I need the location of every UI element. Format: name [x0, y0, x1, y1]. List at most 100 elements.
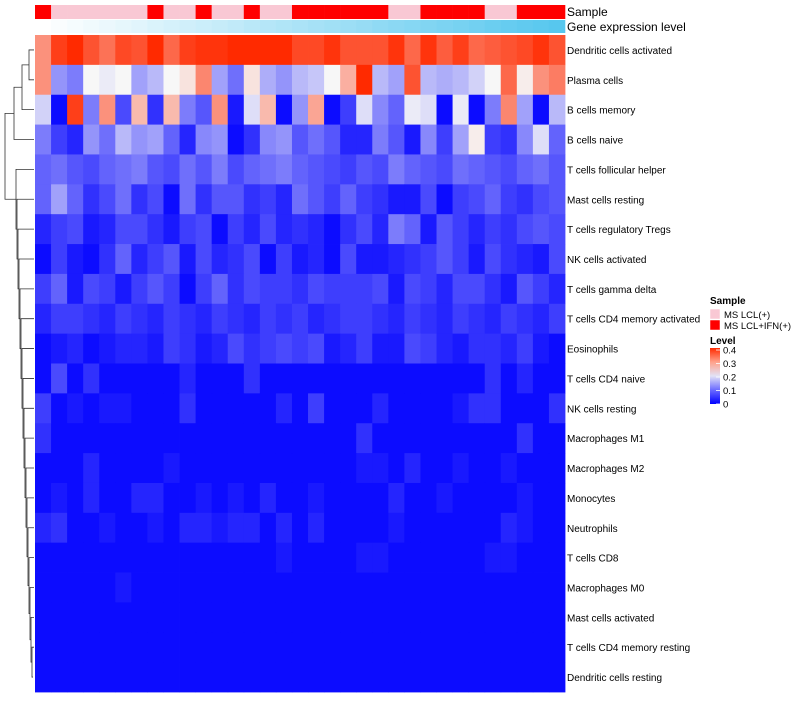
- heatmap-cell: [99, 572, 116, 603]
- row-label: T cells gamma delta: [567, 285, 657, 296]
- heatmap-cell: [548, 333, 566, 364]
- heatmap-cell: [83, 184, 100, 215]
- heatmap-cell: [340, 363, 357, 394]
- heatmap-cell: [227, 662, 245, 693]
- heatmap-cell: [468, 273, 486, 305]
- heatmap-cell: [548, 154, 566, 185]
- heatmap-cell: [259, 124, 277, 155]
- heatmap-cell: [83, 333, 100, 364]
- heatmap-cell: [259, 572, 277, 603]
- heatmap-cell: [436, 154, 453, 185]
- heatmap-cell: [243, 423, 261, 454]
- heatmap-cell: [195, 124, 213, 155]
- heatmap-cell: [147, 662, 164, 693]
- heatmap-cell: [179, 423, 197, 454]
- heatmap-cell: [131, 662, 148, 693]
- heatmap-cell: [452, 273, 470, 305]
- heatmap-cell: [484, 512, 502, 544]
- row-label: Plasma cells: [567, 76, 623, 87]
- heatmap-cell: [259, 35, 277, 66]
- heatmap-cell: [51, 572, 68, 603]
- sample-annotation-cell: [35, 5, 52, 19]
- row-label: NK cells activated: [567, 255, 646, 266]
- heatmap-cell: [548, 482, 566, 514]
- heatmap-cell: [404, 482, 421, 514]
- heatmap-cell: [340, 35, 357, 66]
- heatmap-cell: [243, 184, 261, 215]
- sample-annotation-cell: [468, 5, 485, 19]
- sample-annotation-cell: [516, 5, 534, 19]
- heatmap-cell: [436, 214, 453, 245]
- heatmap-cell: [452, 124, 470, 155]
- heatmap-cell: [436, 184, 453, 215]
- heatmap-cell: [259, 154, 277, 185]
- heatmap-cell: [163, 333, 180, 364]
- heatmap-cell: [83, 602, 100, 633]
- row-label: Neutrophils: [567, 524, 618, 535]
- row-label: Dendritic cells resting: [567, 673, 662, 684]
- row-label: NK cells resting: [567, 404, 636, 415]
- heatmap-cell: [436, 662, 453, 693]
- heatmap-cell: [211, 273, 229, 305]
- heatmap-cell: [388, 244, 405, 275]
- heatmap-cell: [500, 303, 518, 335]
- heatmap-cell: [308, 542, 325, 573]
- heatmap-cell: [356, 333, 373, 364]
- legend-sample-label-2: MS LCL+IFN(+): [724, 321, 791, 332]
- sample-annotation-cell: [356, 5, 373, 19]
- heatmap-cell: [452, 542, 470, 573]
- expression-annotation-cell: [452, 20, 469, 33]
- heatmap-cell: [179, 602, 197, 633]
- heatmap-cell: [275, 273, 293, 305]
- expression-annotation-cell: [115, 20, 132, 33]
- heatmap-cell: [468, 303, 486, 335]
- heatmap-cell: [35, 393, 52, 424]
- heatmap-cell: [308, 632, 325, 663]
- heatmap-cell: [340, 662, 357, 693]
- heatmap-cell: [163, 393, 180, 424]
- heatmap-cell: [131, 64, 148, 96]
- heatmap-cell: [83, 542, 100, 573]
- heatmap-cell: [468, 572, 486, 603]
- heatmap-cell: [452, 94, 470, 125]
- heatmap-cell: [308, 94, 325, 125]
- heatmap-cell: [548, 423, 566, 454]
- legend-level-tick-label: 0.4: [723, 346, 736, 357]
- heatmap-cell: [291, 423, 309, 454]
- heatmap-cell: [179, 542, 197, 573]
- legend: Sample MS LCL(+) MS LCL+IFN(+) Level 0.4…: [709, 296, 791, 411]
- heatmap-cell: [324, 632, 341, 663]
- heatmap-cell: [227, 154, 245, 185]
- heatmap-cell: [372, 482, 389, 514]
- sample-annotation-cell: [83, 5, 100, 19]
- heatmap-cell: [275, 64, 293, 96]
- row-label: Macrophages M1: [567, 434, 645, 445]
- row-label: Eosinophils: [567, 345, 618, 356]
- sample-annotation-cell: [420, 5, 437, 19]
- heatmap-cell: [115, 333, 132, 364]
- heatmap-cell: [420, 214, 437, 245]
- heatmap-cell: [500, 273, 518, 305]
- heatmap-cell: [404, 244, 421, 275]
- heatmap-cell: [275, 303, 293, 335]
- heatmap-cell: [308, 124, 325, 155]
- expression-annotation-cell: [227, 20, 245, 33]
- heatmap-cell: [195, 64, 213, 96]
- heatmap-cell: [243, 453, 261, 484]
- heatmap-cell: [243, 572, 261, 603]
- heatmap-cell: [147, 214, 164, 245]
- heatmap-cell: [195, 632, 213, 663]
- heatmap-cell: [420, 363, 437, 394]
- heatmap-cell: [484, 184, 502, 215]
- heatmap-cell: [324, 333, 341, 364]
- heatmap-cell: [484, 393, 502, 424]
- heatmap-cell: [452, 154, 470, 185]
- heatmap-cell: [35, 482, 52, 514]
- heatmap-cell: [548, 542, 566, 573]
- heatmap-cell: [356, 423, 373, 454]
- heatmap-cell: [211, 602, 229, 633]
- heatmap-cell: [99, 662, 116, 693]
- heatmap-cell: [356, 632, 373, 663]
- heatmap-cell: [436, 632, 453, 663]
- heatmap-cell: [372, 303, 389, 335]
